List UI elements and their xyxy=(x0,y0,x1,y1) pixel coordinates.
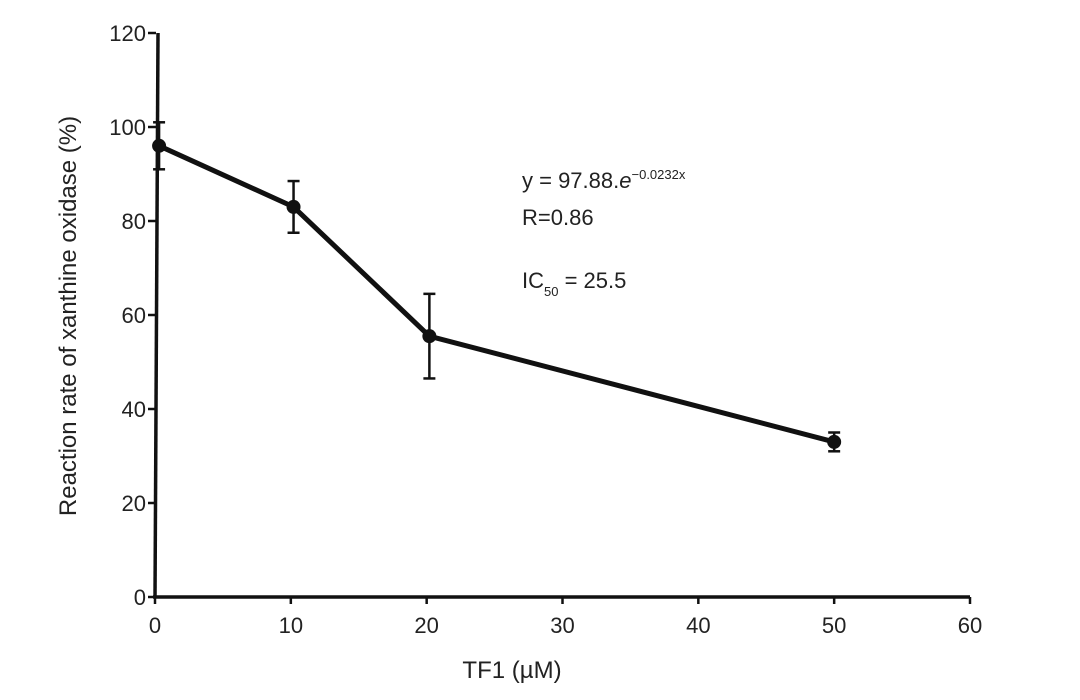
ic50-annotation: IC50 = 25.5 xyxy=(522,268,626,299)
x-tick-label: 60 xyxy=(958,613,982,638)
y-tick-label: 60 xyxy=(122,303,146,328)
y-axis-title: Reaction rate of xanthine oxidase (%) xyxy=(55,116,82,516)
x-tick-label: 30 xyxy=(550,613,574,638)
y-tick-label: 120 xyxy=(109,21,146,46)
data-point xyxy=(827,434,842,449)
x-tick-label: 50 xyxy=(822,613,846,638)
y-tick-label: 20 xyxy=(122,491,146,516)
x-tick-label: 20 xyxy=(414,613,438,638)
data-point xyxy=(286,199,301,214)
x-tick-label: 10 xyxy=(279,613,303,638)
series xyxy=(152,121,842,453)
axes xyxy=(153,32,970,599)
y-tick-label: 100 xyxy=(109,115,146,140)
y-tick-label: 80 xyxy=(122,209,146,234)
x-tick-label: 40 xyxy=(686,613,710,638)
x-axis-title: TF1 (µM) xyxy=(462,657,561,684)
ticks: 0 20 40 60 80 100 120 0 10 20 30 40 50 60 xyxy=(109,21,982,638)
data-point xyxy=(422,329,437,344)
y-tick-label: 0 xyxy=(134,585,146,610)
y-tick-label: 40 xyxy=(122,397,146,422)
x-tick-label: 0 xyxy=(149,613,161,638)
data-point xyxy=(152,138,167,153)
series-line xyxy=(156,143,837,445)
r-value-annotation: R=0.86 xyxy=(522,205,594,230)
equation-annotation: y = 97.88.e−0.0232x xyxy=(522,167,686,193)
